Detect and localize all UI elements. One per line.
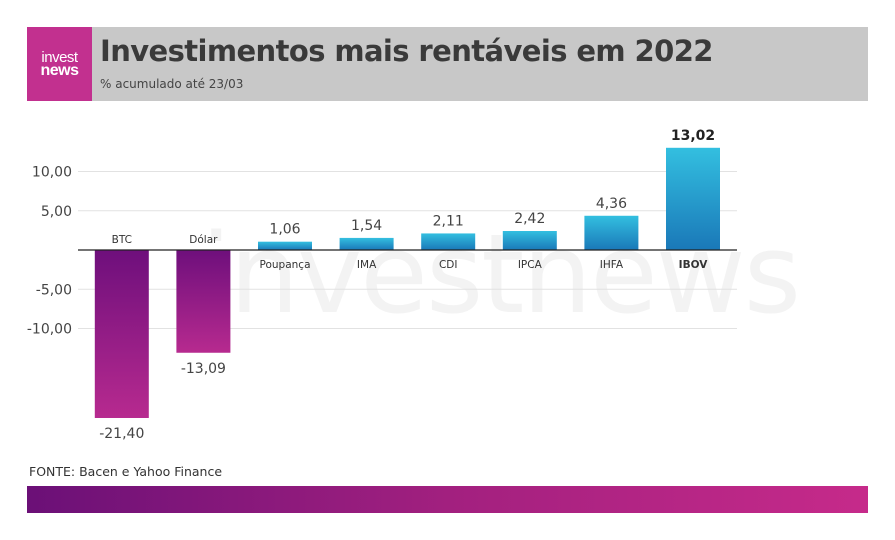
- source-note: FONTE: Bacen e Yahoo Finance: [29, 464, 223, 479]
- bar-ipca: [502, 231, 557, 250]
- investnews-logo: invest news: [27, 27, 92, 101]
- category-label: IMA: [357, 259, 377, 271]
- bar-cdi: [421, 233, 476, 250]
- bar-ima: [339, 237, 394, 250]
- category-label: Poupança: [260, 259, 311, 271]
- value-label: 1,54: [351, 218, 382, 234]
- bar-ibov: [666, 147, 720, 250]
- y-tick-label: -5,00: [36, 282, 72, 298]
- value-label: -13,09: [181, 361, 226, 377]
- value-label: -21,40: [99, 426, 144, 442]
- bar-ihfa: [584, 215, 639, 250]
- bar-btc: [94, 250, 149, 418]
- footer-gradient-bar: [27, 486, 868, 513]
- bar-poupana: [258, 241, 312, 250]
- logo-text-invest: invest: [41, 49, 78, 66]
- y-tick-label: 10,00: [32, 165, 72, 181]
- bar-dlar: [176, 250, 231, 353]
- category-label: IPCA: [518, 259, 543, 271]
- chart-title: Investimentos mais rentáveis em 2022: [100, 34, 713, 68]
- value-label: 13,02: [671, 128, 715, 144]
- header-banner: invest news Investimentos mais rentáveis…: [27, 27, 868, 101]
- category-label: IHFA: [600, 259, 624, 271]
- chart-subtitle: % acumulado até 23/03: [100, 77, 244, 91]
- category-label: CDI: [439, 259, 458, 271]
- y-tick-label: -10,00: [27, 322, 72, 338]
- category-label: IBOV: [679, 259, 709, 271]
- value-label: 4,36: [596, 196, 627, 212]
- value-label: 1,06: [269, 222, 300, 238]
- category-label: Dólar: [189, 234, 218, 246]
- value-label: 2,42: [514, 211, 545, 227]
- y-tick-label: 5,00: [41, 204, 72, 220]
- value-label: 2,11: [433, 213, 464, 229]
- category-label: BTC: [112, 234, 132, 246]
- logo-text-news: news: [40, 62, 79, 79]
